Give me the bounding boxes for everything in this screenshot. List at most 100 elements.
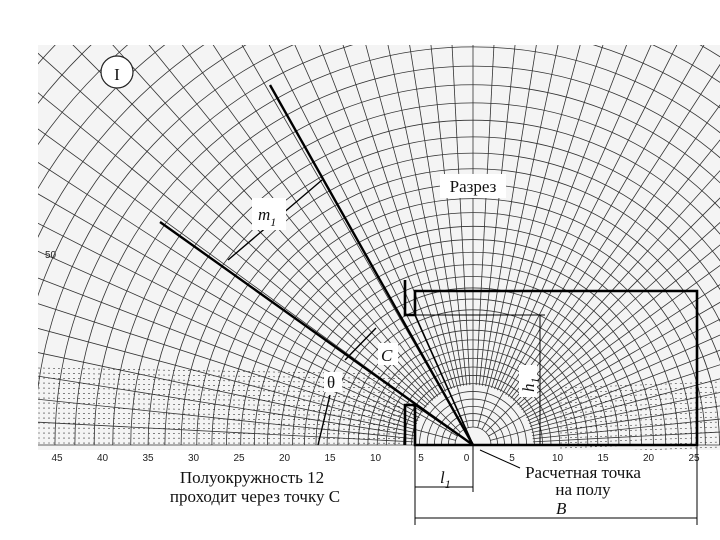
c-pointer (344, 327, 377, 361)
dimensions (414, 314, 698, 525)
m-symbol: m (258, 205, 270, 224)
radial-line (517, 222, 720, 406)
scale-label: 5 (509, 453, 515, 464)
scale-label: 15 (597, 453, 609, 464)
m-label-bg (252, 198, 286, 230)
dotted-band (38, 422, 401, 426)
scale-label: 0 (464, 453, 470, 464)
scale-label: 35 (142, 453, 154, 464)
scale-label: 25 (688, 453, 700, 464)
dotted-band (559, 431, 720, 439)
grid (38, 45, 720, 455)
dotted-band (38, 427, 401, 430)
h-subscript: 1 (528, 378, 542, 384)
dotted-band (559, 391, 720, 399)
dotted-band (38, 437, 401, 439)
l-subscript: 1 (445, 477, 451, 491)
scale-label: 20 (643, 453, 655, 464)
semicircle-caption: Полуокружность 12 (180, 468, 324, 487)
radial-line (294, 45, 449, 391)
radial-line (387, 45, 461, 387)
radial-line (451, 45, 471, 386)
radial-line (268, 45, 447, 392)
radial-line (521, 265, 720, 411)
radial-line (523, 284, 720, 413)
semicircle (38, 45, 205, 239)
room (403, 280, 699, 447)
theta-label: θ (327, 373, 335, 392)
left-scale-label: 50 (45, 250, 57, 261)
radial-line (38, 193, 458, 437)
point-caption: на полу (555, 480, 611, 499)
semicircle-caption: проходит через точку C (170, 487, 340, 506)
dotted-band (559, 411, 720, 419)
scale-label: 15 (324, 453, 336, 464)
radial-line (319, 45, 452, 390)
radial-line (475, 45, 495, 386)
radial-line (181, 45, 439, 397)
window-line (414, 314, 474, 446)
radial-line (529, 364, 720, 427)
radial-line (512, 170, 720, 401)
point-pointer (479, 449, 521, 469)
section-label: Разрез (450, 177, 497, 196)
dotted-band (559, 381, 720, 389)
m-label: m1 (258, 205, 276, 229)
dotted-band (38, 412, 401, 416)
scale-label: 5 (418, 453, 424, 464)
radial-line (477, 45, 581, 428)
point-caption: Расчетная точка (525, 463, 641, 482)
radial-line (241, 45, 465, 430)
radial-line (531, 392, 720, 433)
c-label: C (381, 346, 393, 365)
room-outline (403, 280, 699, 447)
radial-line (38, 375, 414, 437)
theta-label-bg (324, 372, 342, 392)
scale-label: 25 (233, 453, 245, 464)
radial-line (527, 334, 720, 421)
radial-line (38, 303, 417, 427)
radial-line (342, 45, 455, 389)
radial-line (38, 277, 418, 424)
radial-line (409, 45, 465, 386)
figure-circle (100, 55, 134, 89)
h-label: h1 (519, 378, 542, 393)
dotted-band (559, 421, 720, 429)
figure-label: I (114, 65, 120, 84)
radial-line (38, 328, 456, 441)
radial-line (112, 45, 434, 401)
scale-label: 45 (51, 453, 63, 464)
radial-line (488, 301, 720, 437)
dotted-band (559, 401, 720, 409)
radial-line (481, 45, 537, 386)
h-label-bg (519, 365, 537, 397)
radial-line (38, 162, 423, 413)
scale-label: 40 (97, 453, 109, 464)
l-label: l1 (440, 468, 451, 491)
scale: 45 40 35 30 25 20 15 10 5 0 5 10 15 20 25 (51, 453, 700, 464)
radial-line (505, 63, 720, 395)
semicircle (54, 45, 720, 446)
dotted-band (559, 396, 720, 404)
theta-pointer (317, 394, 331, 446)
m-subscript: 1 (270, 215, 276, 229)
radial-line (72, 45, 461, 433)
upper-sight-line (268, 84, 475, 446)
dotted-band (38, 407, 401, 412)
semicircle (38, 45, 720, 392)
dotted-band (559, 436, 720, 444)
radial-line (490, 378, 720, 441)
radial-line (485, 45, 559, 387)
dotted-band (559, 406, 720, 414)
dotted-band (38, 397, 401, 403)
dotted-band (38, 392, 401, 398)
dotted-band (559, 426, 720, 434)
scale-strip (38, 450, 720, 466)
scale-label: 20 (279, 453, 291, 464)
l-symbol: l (440, 468, 445, 487)
h-symbol: h (519, 384, 538, 393)
dotted-band (38, 432, 401, 435)
radial-line (365, 45, 469, 428)
radial-line (38, 52, 429, 406)
